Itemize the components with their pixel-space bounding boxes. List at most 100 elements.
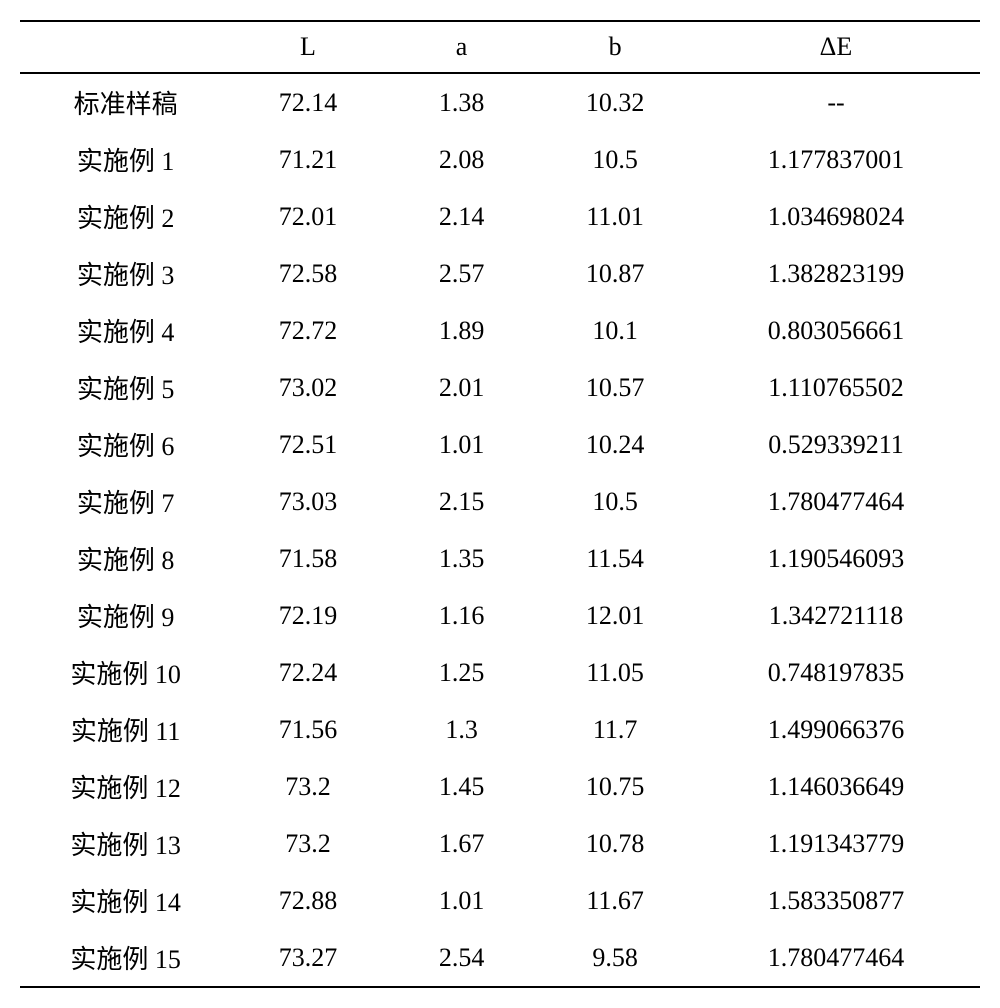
cell-b: 12.01 — [538, 587, 692, 644]
cell-rowlabel: 实施例 12 — [20, 758, 231, 815]
cell-L: 72.58 — [231, 245, 385, 302]
cell-b: 10.75 — [538, 758, 692, 815]
cell-b: 11.67 — [538, 872, 692, 929]
table-row: 实施例 11 71.56 1.3 11.7 1.499066376 — [20, 701, 980, 758]
table-body: 标准样稿 72.14 1.38 10.32 -- 实施例 1 71.21 2.0… — [20, 73, 980, 987]
cell-b: 10.87 — [538, 245, 692, 302]
table-row: 实施例 7 73.03 2.15 10.5 1.780477464 — [20, 473, 980, 530]
table-row: 实施例 6 72.51 1.01 10.24 0.529339211 — [20, 416, 980, 473]
cell-L: 72.14 — [231, 73, 385, 131]
table-row: 实施例 3 72.58 2.57 10.87 1.382823199 — [20, 245, 980, 302]
cell-deltaE: 1.780477464 — [692, 473, 980, 530]
table-row: 实施例 15 73.27 2.54 9.58 1.780477464 — [20, 929, 980, 987]
cell-deltaE: 0.748197835 — [692, 644, 980, 701]
cell-deltaE: 1.034698024 — [692, 188, 980, 245]
cell-L: 72.24 — [231, 644, 385, 701]
cell-rowlabel: 实施例 14 — [20, 872, 231, 929]
cell-deltaE: 1.382823199 — [692, 245, 980, 302]
col-header-L: L — [231, 21, 385, 73]
header-row: L a b ΔE — [20, 21, 980, 73]
cell-L: 73.2 — [231, 758, 385, 815]
table-row: 实施例 2 72.01 2.14 11.01 1.034698024 — [20, 188, 980, 245]
cell-L: 72.51 — [231, 416, 385, 473]
cell-rowlabel: 实施例 9 — [20, 587, 231, 644]
cell-L: 72.72 — [231, 302, 385, 359]
cell-a: 1.67 — [385, 815, 539, 872]
col-header-b: b — [538, 21, 692, 73]
cell-rowlabel: 实施例 8 — [20, 530, 231, 587]
cell-rowlabel: 实施例 4 — [20, 302, 231, 359]
cell-rowlabel: 实施例 5 — [20, 359, 231, 416]
cell-a: 2.01 — [385, 359, 539, 416]
cell-deltaE: 1.146036649 — [692, 758, 980, 815]
cell-L: 73.2 — [231, 815, 385, 872]
cell-rowlabel: 实施例 13 — [20, 815, 231, 872]
cell-b: 10.5 — [538, 473, 692, 530]
cell-a: 2.15 — [385, 473, 539, 530]
cell-deltaE: 1.780477464 — [692, 929, 980, 987]
cell-a: 2.54 — [385, 929, 539, 987]
table-header: L a b ΔE — [20, 21, 980, 73]
cell-b: 10.32 — [538, 73, 692, 131]
cell-rowlabel: 实施例 6 — [20, 416, 231, 473]
cell-deltaE: 1.583350877 — [692, 872, 980, 929]
cell-deltaE: 1.177837001 — [692, 131, 980, 188]
table-row: 实施例 4 72.72 1.89 10.1 0.803056661 — [20, 302, 980, 359]
table-row: 实施例 5 73.02 2.01 10.57 1.110765502 — [20, 359, 980, 416]
cell-b: 11.05 — [538, 644, 692, 701]
cell-b: 10.57 — [538, 359, 692, 416]
cell-L: 72.88 — [231, 872, 385, 929]
cell-L: 72.19 — [231, 587, 385, 644]
cell-deltaE: 1.499066376 — [692, 701, 980, 758]
cell-deltaE: 1.190546093 — [692, 530, 980, 587]
cell-a: 1.25 — [385, 644, 539, 701]
cell-a: 1.38 — [385, 73, 539, 131]
cell-L: 71.56 — [231, 701, 385, 758]
table-row: 实施例 14 72.88 1.01 11.67 1.583350877 — [20, 872, 980, 929]
cell-b: 11.54 — [538, 530, 692, 587]
table-row: 标准样稿 72.14 1.38 10.32 -- — [20, 73, 980, 131]
cell-a: 1.01 — [385, 872, 539, 929]
cell-a: 2.57 — [385, 245, 539, 302]
cell-rowlabel: 实施例 1 — [20, 131, 231, 188]
cell-rowlabel: 实施例 10 — [20, 644, 231, 701]
table-row: 实施例 12 73.2 1.45 10.75 1.146036649 — [20, 758, 980, 815]
cell-rowlabel: 实施例 2 — [20, 188, 231, 245]
col-header-rowlabel — [20, 21, 231, 73]
col-header-deltaE: ΔE — [692, 21, 980, 73]
cell-L: 73.02 — [231, 359, 385, 416]
cell-rowlabel: 标准样稿 — [20, 73, 231, 131]
cell-deltaE: 1.342721118 — [692, 587, 980, 644]
cell-rowlabel: 实施例 3 — [20, 245, 231, 302]
table-row: 实施例 9 72.19 1.16 12.01 1.342721118 — [20, 587, 980, 644]
cell-a: 1.45 — [385, 758, 539, 815]
cell-a: 1.3 — [385, 701, 539, 758]
cell-L: 71.21 — [231, 131, 385, 188]
cell-b: 9.58 — [538, 929, 692, 987]
cell-L: 72.01 — [231, 188, 385, 245]
cell-rowlabel: 实施例 7 — [20, 473, 231, 530]
cell-deltaE: -- — [692, 73, 980, 131]
cell-a: 1.16 — [385, 587, 539, 644]
cell-a: 1.01 — [385, 416, 539, 473]
cell-a: 1.35 — [385, 530, 539, 587]
cell-b: 10.1 — [538, 302, 692, 359]
cell-deltaE: 0.803056661 — [692, 302, 980, 359]
col-header-a: a — [385, 21, 539, 73]
table-row: 实施例 10 72.24 1.25 11.05 0.748197835 — [20, 644, 980, 701]
cell-b: 11.01 — [538, 188, 692, 245]
cell-rowlabel: 实施例 11 — [20, 701, 231, 758]
cell-a: 1.89 — [385, 302, 539, 359]
cell-a: 2.14 — [385, 188, 539, 245]
table-row: 实施例 13 73.2 1.67 10.78 1.191343779 — [20, 815, 980, 872]
cell-deltaE: 1.191343779 — [692, 815, 980, 872]
cell-deltaE: 1.110765502 — [692, 359, 980, 416]
table-row: 实施例 8 71.58 1.35 11.54 1.190546093 — [20, 530, 980, 587]
cell-b: 10.78 — [538, 815, 692, 872]
data-table: L a b ΔE 标准样稿 72.14 1.38 10.32 -- 实施例 1 … — [20, 20, 980, 988]
table-row: 实施例 1 71.21 2.08 10.5 1.177837001 — [20, 131, 980, 188]
cell-rowlabel: 实施例 15 — [20, 929, 231, 987]
cell-L: 71.58 — [231, 530, 385, 587]
cell-b: 10.5 — [538, 131, 692, 188]
cell-a: 2.08 — [385, 131, 539, 188]
